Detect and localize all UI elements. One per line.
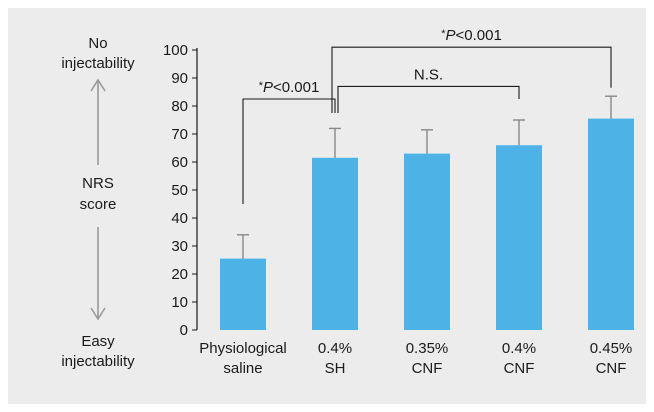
up-arrowhead-icon (90, 78, 106, 92)
error-bars (237, 95, 617, 259)
y-tick-label: 100 (163, 42, 188, 59)
side-label-bottom: injectability (61, 353, 135, 370)
x-category-label: CNF (412, 360, 443, 377)
x-category-label: 0.45% (590, 340, 633, 357)
bars (220, 118, 634, 330)
y-tick-label: 70 (171, 126, 188, 143)
bar (588, 118, 634, 330)
significance-bracket (331, 46, 612, 113)
significance-label: N.S. (414, 66, 443, 83)
significance-bracket (242, 98, 336, 204)
y-tick-label: 0 (180, 322, 188, 339)
significance-label: *P<0.001 (259, 79, 320, 96)
side-label-bottom: Easy (81, 333, 115, 350)
down-arrowhead-icon (90, 307, 106, 321)
bar (312, 157, 358, 330)
significance-p-symbol: P (263, 79, 273, 96)
side-label-top: No (88, 35, 107, 52)
y-tick-label: 30 (171, 238, 188, 255)
y-tick-label: 20 (171, 266, 188, 283)
significance-star: * (259, 80, 264, 92)
significance-p-value: <0.001 (456, 27, 502, 44)
significance-text: N.S. (414, 66, 443, 83)
side-label-middle: NRS (82, 175, 114, 192)
x-category-label: 0.35% (406, 340, 449, 357)
significance-star: * (441, 28, 446, 40)
x-category-label: Physiological (199, 340, 287, 357)
y-tick-label: 60 (171, 154, 188, 171)
bar (404, 153, 450, 330)
x-category-label: CNF (504, 360, 535, 377)
y-tick-label: 50 (171, 182, 188, 199)
y-tick-label: 90 (171, 70, 188, 87)
bar-chart: No injectability NRS score Easy injectability… (61, 27, 634, 377)
side-label-middle: score (80, 196, 117, 213)
y-axis: 0 10 20 30 40 50 60 70 80 90 100 (163, 42, 198, 339)
significance-p-value: <0.001 (273, 79, 319, 96)
bar (220, 258, 266, 330)
y-tick-label: 80 (171, 98, 188, 115)
significance-bracket (337, 85, 520, 113)
significance-label: *P<0.001 (441, 27, 502, 44)
x-category-label: saline (223, 360, 262, 377)
x-category-label: 0.4% (318, 340, 352, 357)
significance-p-symbol: P (445, 27, 455, 44)
x-category-label: 0.4% (502, 340, 536, 357)
x-axis-labels: Physiological saline 0.4% SH 0.35% CNF 0.4% CNF… (199, 340, 632, 377)
x-category-label: SH (325, 360, 346, 377)
x-category-label: CNF (596, 360, 627, 377)
y-tick-label: 10 (171, 294, 188, 311)
y-tick-label: 40 (171, 210, 188, 227)
side-label-top: injectability (61, 55, 135, 72)
bar (496, 145, 542, 330)
nrs-side-label: No injectability NRS score Easy injectability (61, 35, 135, 370)
chart-panel: No injectability NRS score Easy injectability… (8, 8, 646, 404)
